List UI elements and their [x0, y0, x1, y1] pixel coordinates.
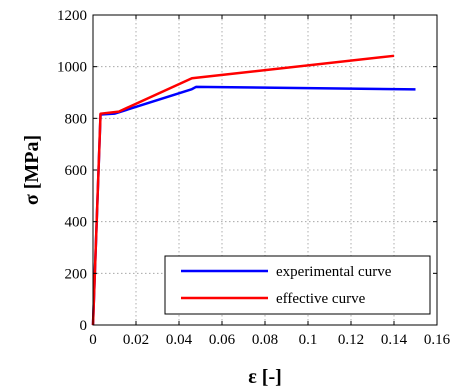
x-tick-label: 0.04: [166, 332, 193, 348]
x-tick-label: 0.1: [299, 332, 318, 348]
legend-box: [164, 255, 431, 315]
y-tick-label: 1000: [57, 60, 87, 76]
y-tick-label: 1200: [57, 8, 87, 24]
x-tick-label: 0.12: [338, 332, 364, 348]
x-tick-label: 0.06: [209, 332, 236, 348]
series-line-effective: [91, 54, 395, 326]
x-tick-label: 0.02: [123, 332, 149, 348]
y-tick-label: 0: [80, 318, 88, 334]
x-tick-label: 0.08: [252, 332, 278, 348]
y-tick-label: 800: [65, 111, 88, 127]
y-axis-label: σ [MPa]: [21, 135, 43, 205]
x-tick-label: 0: [89, 332, 97, 348]
x-tick-label: 0.16: [424, 332, 451, 348]
y-tick-label: 200: [65, 266, 88, 282]
x-tick-label: 0.14: [381, 332, 408, 348]
y-tick-label: 400: [65, 215, 88, 231]
legend: experimental curve effective curve: [164, 255, 431, 315]
y-tick-label: 600: [65, 163, 88, 179]
x-axis-label: ε [-]: [248, 366, 282, 388]
legend-label-effective: effective curve: [276, 291, 366, 307]
series-lines: [91, 54, 416, 326]
legend-label-experimental: experimental curve: [276, 264, 392, 280]
axis-ticks: 0 0.02 0.04 0.06 0.08 0.1 0.12 0.14 0.16 0 200 400 6…: [57, 8, 451, 348]
